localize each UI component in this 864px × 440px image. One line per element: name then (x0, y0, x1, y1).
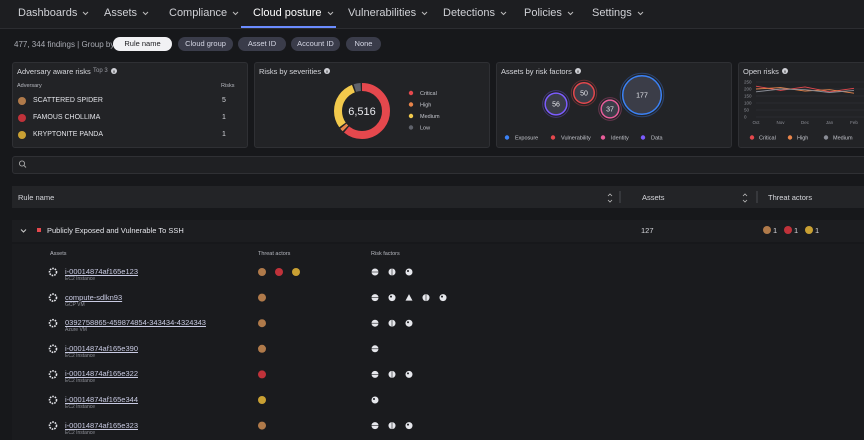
asset-name[interactable]: i-00014874af165e390 (65, 343, 138, 353)
asset-type: EC2 Instance (65, 404, 96, 410)
group-by-chip[interactable]: Cloud group (178, 37, 233, 51)
column-header: Risks (221, 83, 235, 89)
adversary-risks: 1 (222, 114, 226, 121)
asset-type: EC2 Instance (65, 352, 96, 359)
rule-name[interactable]: Publicly Exposed and Vulnerable To SSH (47, 226, 184, 235)
sub-column-header: Threat actors (258, 251, 291, 257)
card-title: Adversary aware risks (17, 67, 91, 76)
group-by-chip[interactable]: None (346, 37, 381, 51)
card-title: Risks by severities (259, 67, 322, 76)
asset-type: EC2 Instance (65, 276, 96, 282)
card-title: Open risks (743, 67, 779, 76)
table-column-header: Assets (642, 193, 665, 202)
nav-item[interactable]: Cloud posture (253, 7, 322, 19)
sub-column-header: Risk factors (371, 251, 400, 257)
adversary-card (12, 62, 248, 148)
findings-summary: 477, 344 findings | Group by: (14, 40, 117, 49)
asset-count: 127 (641, 226, 654, 235)
search-bar[interactable] (12, 156, 864, 174)
asset-type: EC2 Instance (65, 429, 96, 436)
nav-item[interactable]: Dashboards (18, 7, 78, 19)
group-by-chip[interactable]: Account ID (291, 37, 340, 51)
open-risks-card (738, 62, 864, 148)
asset-name[interactable]: i-00014874af165e123 (65, 267, 138, 276)
asset-type: GCP VM (65, 301, 85, 308)
threat-actor-count: 1 (794, 226, 799, 235)
group-row[interactable] (12, 220, 864, 242)
table-column-header: Rule name (18, 193, 55, 202)
threat-actor-count: 1 (773, 226, 778, 235)
threat-actor-count: 1 (815, 226, 820, 235)
adversary-risks: 5 (222, 97, 226, 104)
nav-item[interactable]: Detections (443, 7, 495, 19)
asset-type: EC2 Instance (65, 378, 96, 385)
nav-item[interactable]: Assets (104, 7, 138, 19)
adversary-name: SCATTERED SPIDER (33, 97, 103, 104)
asset-name[interactable]: i-00014874af165e322 (65, 369, 138, 379)
group-by-chip[interactable]: Asset ID (238, 37, 286, 51)
adversary-risks: 1 (222, 131, 226, 138)
nav-item[interactable]: Settings (592, 7, 632, 19)
table-column-header: Threat actors (768, 193, 813, 202)
card-badge: Top 3 (93, 68, 108, 74)
asset-name[interactable]: i-00014874af165e344 (65, 395, 138, 404)
column-header: Adversary (17, 83, 42, 89)
table-header (12, 186, 864, 208)
asset-name[interactable]: 0392758865-459874854-343434-4324343 (65, 318, 206, 328)
adversary-name: KRYPTONITE PANDA (33, 131, 104, 138)
group-by-chip[interactable]: Rule name (113, 37, 172, 51)
card-title: Assets by risk factors (501, 67, 572, 76)
adversary-name: FAMOUS CHOLLIMA (33, 114, 101, 121)
nav-item[interactable]: Vulnerabilities (348, 7, 417, 19)
asset-type: Azure VM (65, 327, 87, 334)
asset-name[interactable]: compute-sdlkn93 (65, 292, 123, 302)
asset-name[interactable]: i-00014874af165e323 (65, 420, 138, 430)
group-body (12, 244, 864, 440)
nav-item[interactable]: Compliance (169, 7, 228, 19)
sub-column-header: Assets (50, 251, 67, 257)
nav-item[interactable]: Policies (524, 7, 562, 19)
